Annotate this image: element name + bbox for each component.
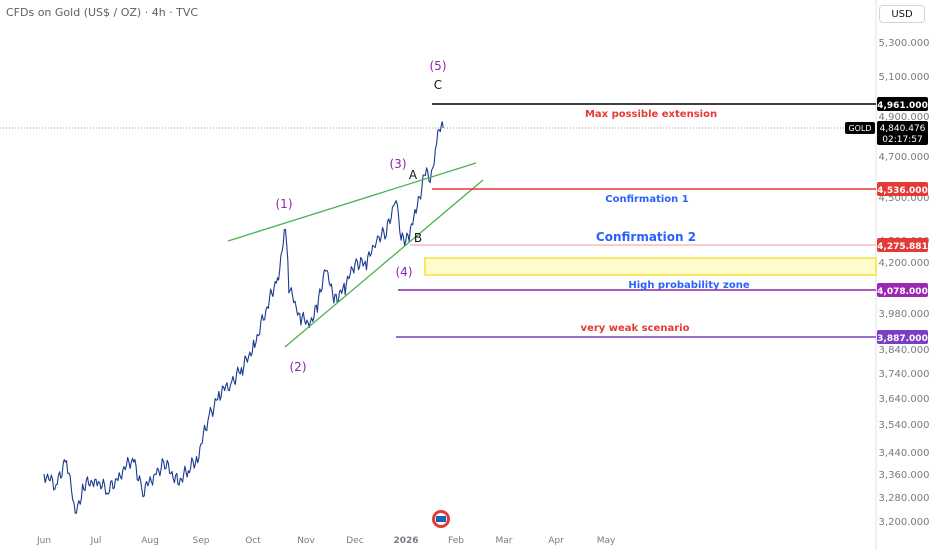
wave-label: A <box>409 168 418 182</box>
last-price-label: 4,840.476 <box>880 124 926 134</box>
confirmation-1-note: Confirmation 1 <box>605 194 689 205</box>
y-tick-label: 5,300.000 <box>879 38 930 49</box>
x-tick-label: Mar <box>496 536 513 546</box>
last-price-badge <box>877 121 928 145</box>
y-tick-label: 3,540.000 <box>879 420 930 431</box>
y-tick-label: 4,500.000 <box>879 193 930 204</box>
y-tick-label: 3,200.000 <box>879 517 930 528</box>
x-tick-label: 2026 <box>393 536 418 546</box>
currency-button[interactable]: USD <box>879 5 925 23</box>
high-probability-price-badge <box>877 283 928 297</box>
y-tick-label: 4,200.000 <box>879 258 930 269</box>
confirmation-1-price-label: 4,536.000 <box>877 186 928 196</box>
x-tick-label: Jun <box>36 536 51 546</box>
y-tick-label: 3,840.000 <box>879 345 930 356</box>
x-tick-label: Dec <box>346 536 363 546</box>
very-weak-price-label: 3,887.000 <box>877 334 928 344</box>
y-tick-label: 3,440.000 <box>879 448 930 459</box>
wave-label: (3) <box>390 157 407 171</box>
wave-label: B <box>414 231 422 245</box>
high-probability-note: High probability zone <box>628 280 749 291</box>
very-weak-note: very weak scenario <box>581 323 690 334</box>
x-tick-label: Oct <box>245 536 261 546</box>
confirmation-2-note: Confirmation 2 <box>596 230 696 244</box>
x-tick-label: Sep <box>193 536 210 546</box>
max-extension-note: Max possible extension <box>585 109 717 120</box>
wave-label: (1) <box>276 197 293 211</box>
countdown-label: 02:17:57 <box>882 135 922 145</box>
max-extension-price-label: 4,961.000 <box>877 101 928 111</box>
y-tick-label: 4,900.000 <box>879 112 930 123</box>
confirmation-2-price-badge <box>877 238 928 252</box>
symbol-label: GOLD <box>848 124 871 133</box>
max-extension-price-badge <box>877 97 928 111</box>
y-tick-label: 3,980.000 <box>879 309 930 320</box>
y-tick-label: 3,740.000 <box>879 369 930 380</box>
y-tick-label: 3,640.000 <box>879 394 930 405</box>
wave-label: C <box>434 78 442 92</box>
confirmation-2-price-label: 4,275.881 <box>877 242 928 252</box>
x-tick-label: Nov <box>297 536 315 546</box>
x-tick-label: May <box>597 536 616 546</box>
wave-label: (5) <box>430 59 447 73</box>
us-flag-icon-canton <box>436 516 446 522</box>
x-tick-label: Jul <box>90 536 102 546</box>
y-tick-label: 3,280.000 <box>879 493 930 504</box>
price-series-line <box>43 121 444 514</box>
confirmation-1-price-badge <box>877 182 928 196</box>
wave-label: (2) <box>290 360 307 374</box>
wave-label: (4) <box>396 265 413 279</box>
x-tick-label: Feb <box>448 536 464 546</box>
wedge-lower-line <box>284 179 484 348</box>
y-tick-label: 5,100.000 <box>879 72 930 83</box>
very-weak-price-badge <box>877 330 928 344</box>
y-tick-label: 4,700.000 <box>879 152 930 163</box>
y-tick-label: 3,360.000 <box>879 470 930 481</box>
high-probability-price-label: 4,078.000 <box>877 287 928 297</box>
x-tick-label: Apr <box>548 536 564 546</box>
high-probability-zone <box>424 257 877 276</box>
wedge-upper-line <box>227 162 477 242</box>
chart-title: CFDs on Gold (US$ / OZ) · 4h · TVC <box>6 6 199 19</box>
x-tick-label: Aug <box>141 536 159 546</box>
symbol-badge <box>845 122 875 134</box>
